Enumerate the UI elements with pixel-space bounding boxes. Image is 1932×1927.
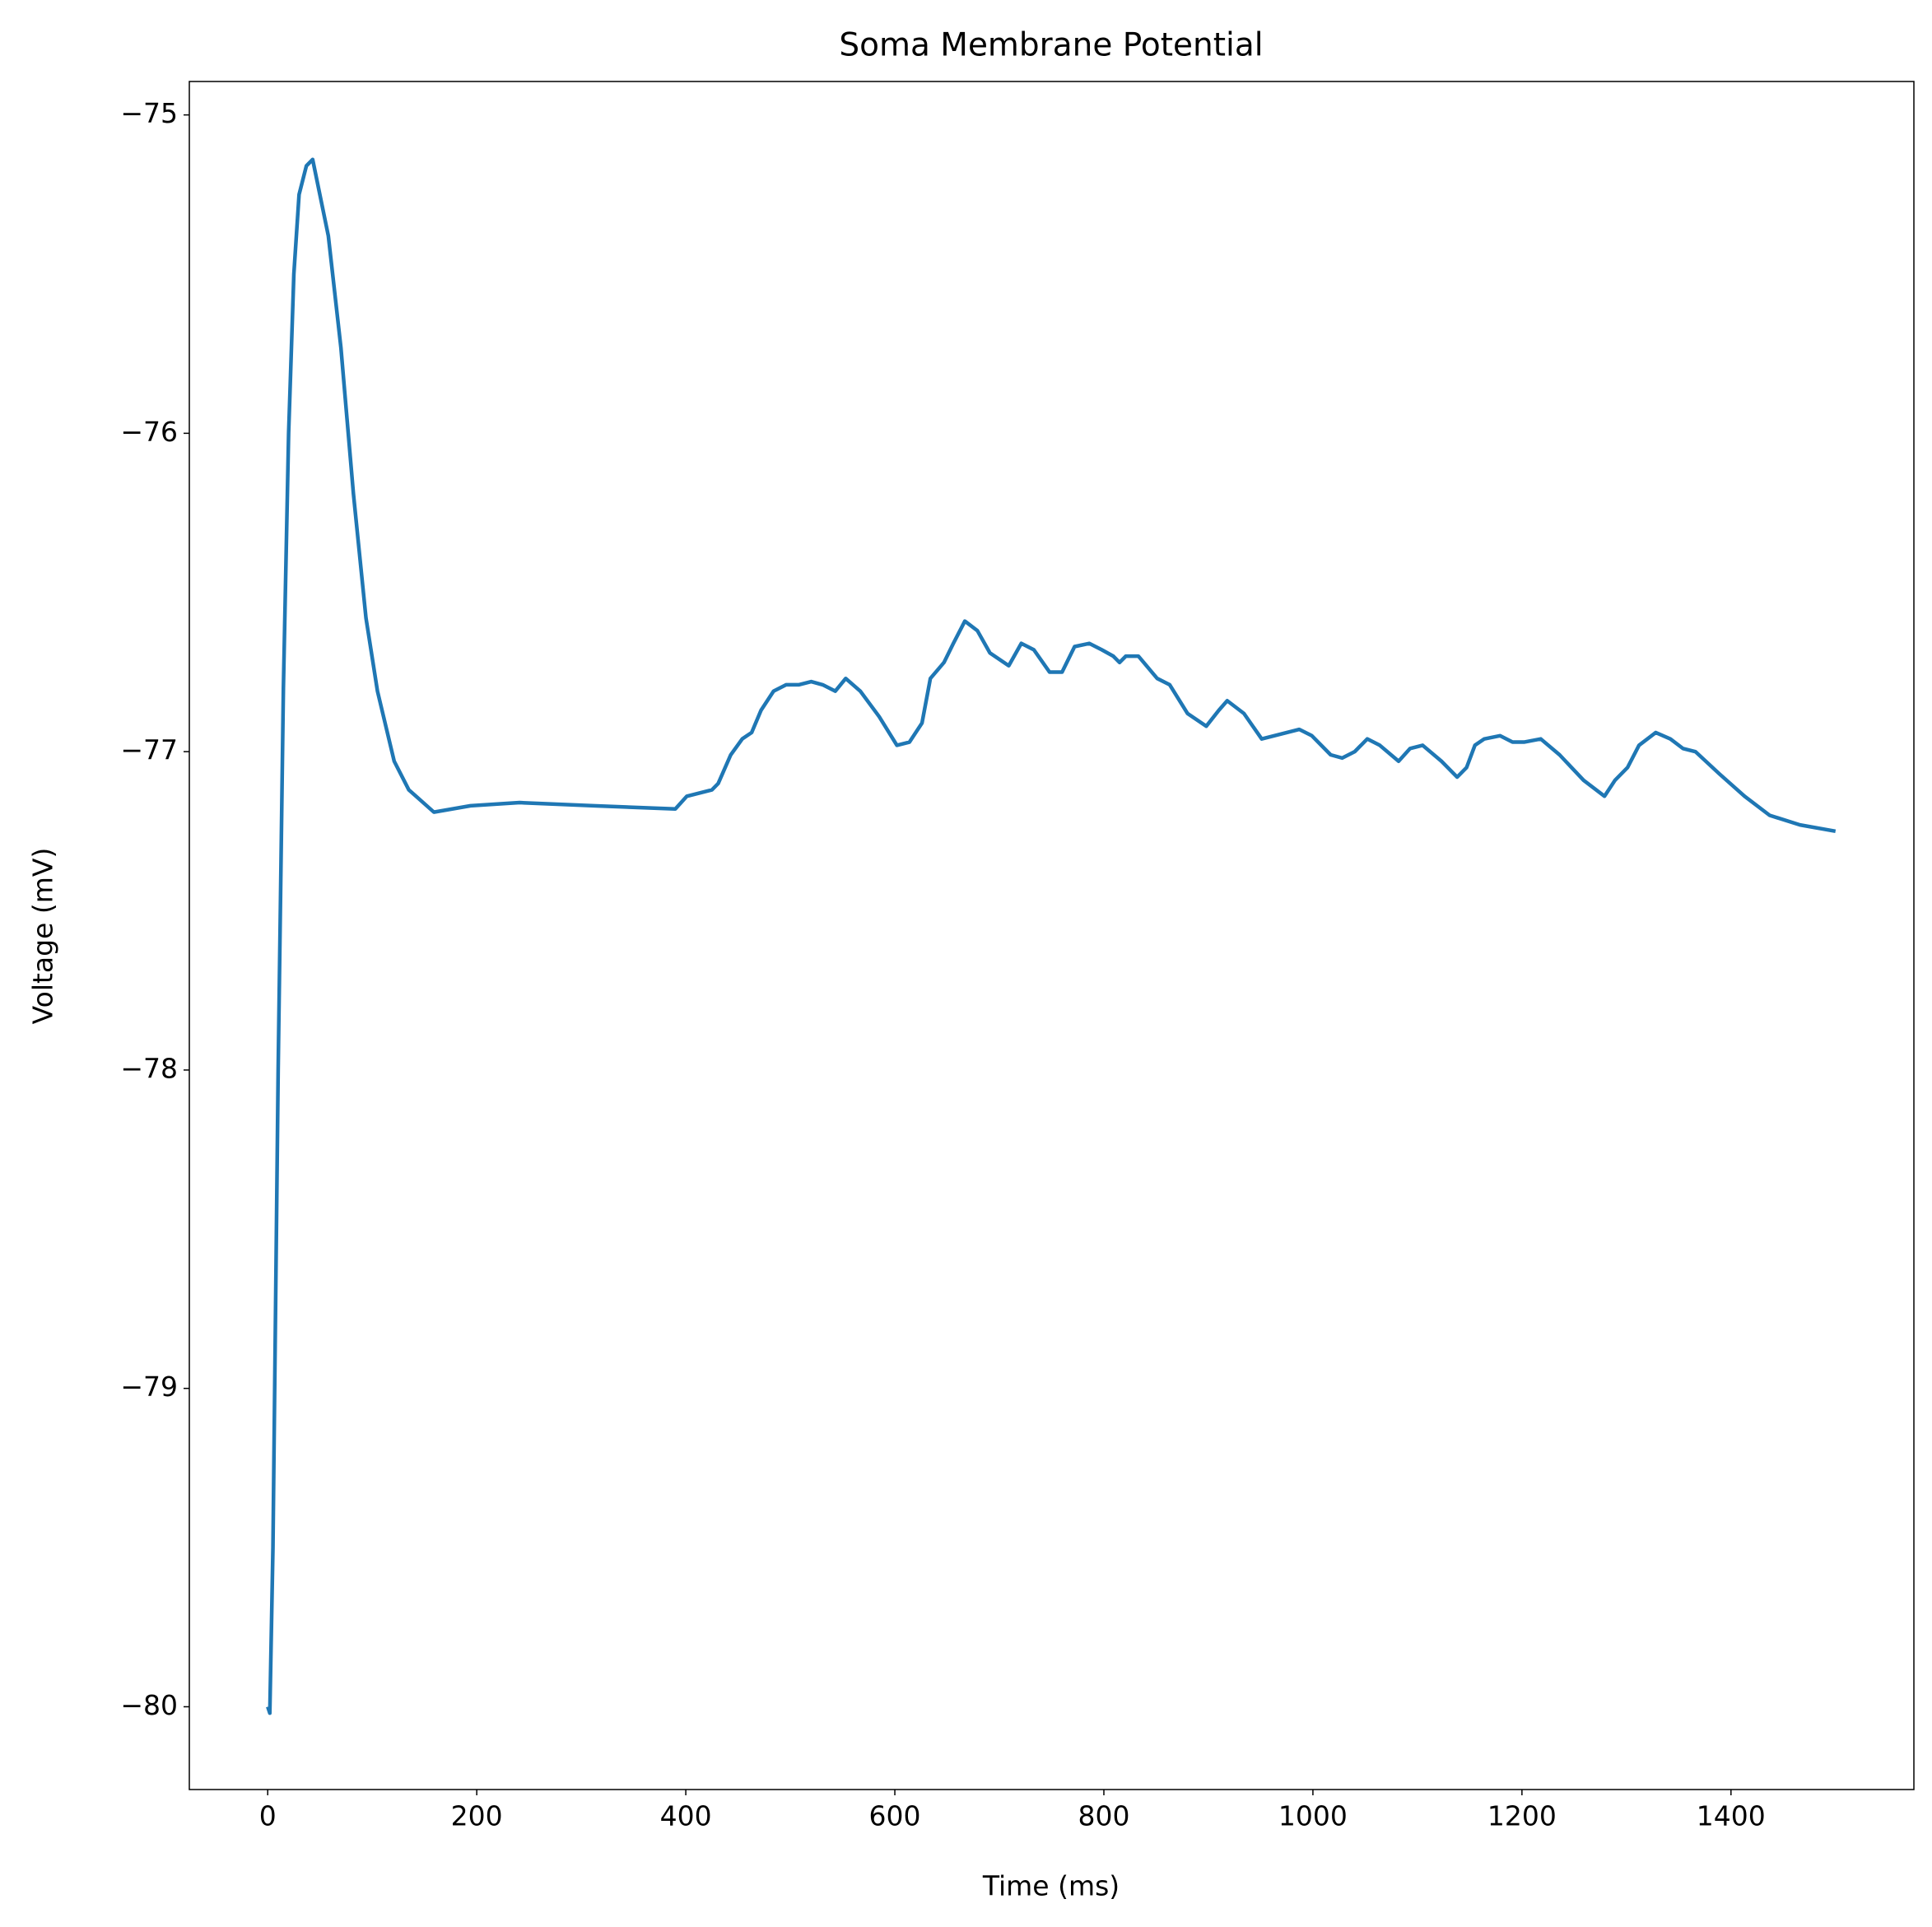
- y-tick-label: −80: [120, 1689, 178, 1721]
- x-tick-label: 0: [259, 1800, 277, 1832]
- x-tick-label: 1400: [1697, 1800, 1766, 1832]
- y-axis-label: Voltage (mV): [27, 848, 59, 1025]
- chart-title: Soma Membrane Potential: [839, 27, 1263, 64]
- x-tick-label: 200: [451, 1800, 503, 1832]
- line-series: [266, 157, 1837, 1715]
- y-tick-label: −76: [120, 416, 178, 448]
- x-tick-label: 1200: [1487, 1800, 1557, 1832]
- x-tick-label: 800: [1078, 1800, 1129, 1832]
- y-tick-label: −77: [120, 734, 178, 766]
- x-axis-label: Time (ms): [982, 1870, 1120, 1902]
- x-tick-label: 600: [869, 1800, 921, 1832]
- y-tick-label: −75: [120, 97, 178, 129]
- plot-frame: [189, 81, 1915, 1790]
- x-tick-label: 1000: [1278, 1800, 1348, 1832]
- y-tick-label: −79: [120, 1371, 178, 1403]
- x-tick-label: 400: [660, 1800, 712, 1832]
- y-tick-label: −78: [120, 1052, 178, 1084]
